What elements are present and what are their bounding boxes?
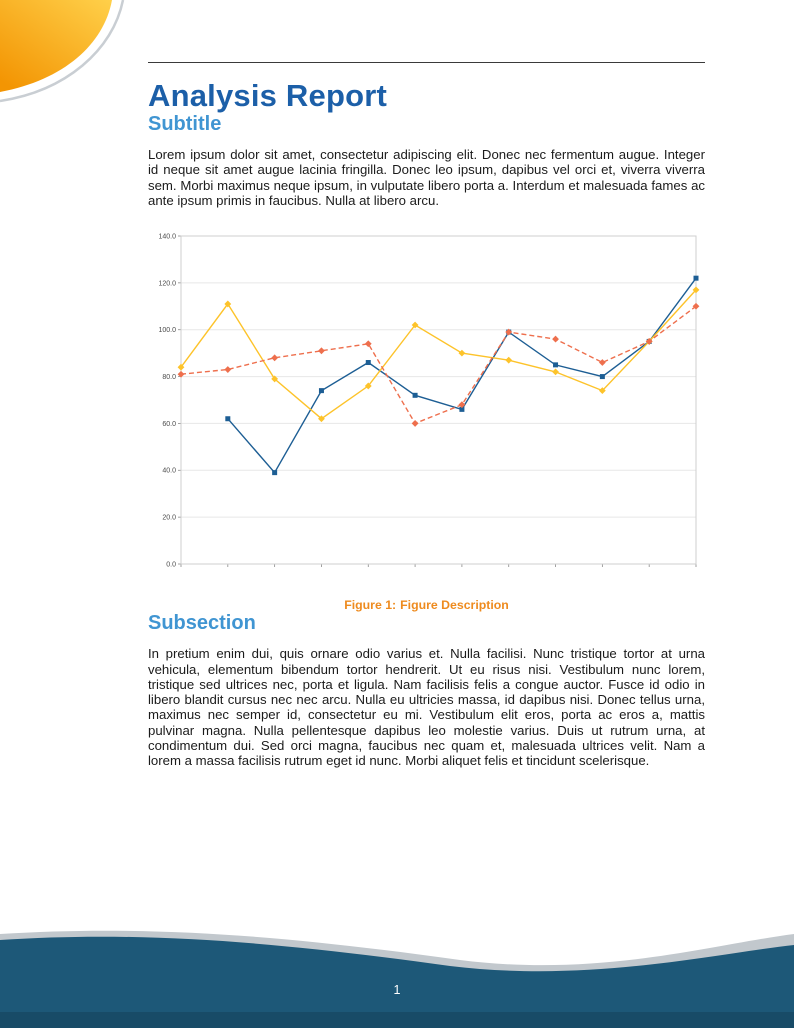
data-marker-orange bbox=[458, 401, 466, 409]
data-marker-orange bbox=[271, 354, 279, 362]
footer-bottom-band bbox=[0, 1012, 794, 1028]
data-marker-blue bbox=[365, 360, 371, 366]
data-marker-blue bbox=[693, 275, 699, 281]
data-marker-orange bbox=[552, 335, 559, 343]
y-tick-label: 140.0 bbox=[158, 234, 176, 241]
data-marker-blue bbox=[225, 416, 231, 422]
figure-caption-label: Figure 1: bbox=[344, 598, 397, 613]
data-marker-orange bbox=[224, 366, 232, 374]
y-tick-label: 20.0 bbox=[162, 515, 176, 522]
header-rule bbox=[148, 62, 705, 63]
data-marker-orange bbox=[364, 340, 372, 348]
subsection-paragraph: In pretium enim dui, quis ornare odio va… bbox=[148, 646, 705, 769]
plot-border bbox=[180, 235, 697, 565]
data-marker-yellow bbox=[224, 300, 232, 308]
page-content: Analysis Report Subtitle Lorem ipsum dol… bbox=[148, 0, 705, 769]
series-line-yellow bbox=[180, 289, 697, 420]
data-marker-orange bbox=[177, 371, 185, 378]
y-tick-label: 100.0 bbox=[158, 327, 176, 334]
figure-block: 0.0 20.0 40.0 60.0 80.0 100.0 120.0 140.0 Figur… bbox=[148, 224, 705, 612]
intro-paragraph: Lorem ipsum dolor sit amet, consectetur … bbox=[148, 147, 705, 208]
footer-wave-graphic bbox=[0, 930, 794, 1028]
y-tick-label: 120.0 bbox=[158, 281, 176, 288]
data-marker-yellow bbox=[552, 368, 559, 376]
y-tick-label: 60.0 bbox=[162, 421, 176, 428]
data-marker-blue bbox=[553, 362, 559, 368]
subsection-heading: Subsection bbox=[148, 612, 256, 635]
data-marker-yellow bbox=[271, 375, 279, 383]
corner-arc-line bbox=[0, 0, 125, 103]
figure-chart: 0.0 20.0 40.0 60.0 80.0 100.0 120.0 140.0 bbox=[158, 234, 700, 569]
plot-background bbox=[181, 236, 696, 565]
data-marker-yellow bbox=[458, 350, 466, 357]
data-marker-yellow bbox=[598, 387, 606, 395]
series-line-orange bbox=[180, 306, 697, 425]
data-marker-blue bbox=[459, 407, 465, 413]
corner-decoration-icon bbox=[0, 0, 125, 103]
y-tick-label: 80.0 bbox=[162, 374, 176, 381]
page-title: Analysis Report bbox=[148, 78, 388, 113]
data-marker-orange bbox=[692, 303, 700, 310]
figure-caption-text: Figure Description bbox=[400, 598, 509, 613]
data-marker-yellow bbox=[318, 415, 325, 423]
page-footer: 1 bbox=[0, 928, 794, 1028]
corner-swoosh-shape bbox=[0, 0, 112, 92]
data-marker-yellow bbox=[177, 364, 185, 371]
y-tick-label: 40.0 bbox=[162, 468, 176, 475]
page-number: 1 bbox=[393, 983, 401, 997]
y-tick-label: 0.0 bbox=[166, 562, 176, 569]
footer-wave-blue bbox=[0, 936, 794, 1028]
data-marker-yellow bbox=[364, 382, 372, 390]
data-marker-yellow bbox=[692, 286, 700, 294]
data-marker-yellow bbox=[505, 357, 513, 364]
figure-caption: Figure 1: Figure Description bbox=[148, 598, 705, 612]
data-marker-orange bbox=[411, 420, 419, 428]
subtitle-heading: Subtitle bbox=[148, 113, 222, 136]
data-marker-yellow bbox=[411, 321, 419, 329]
data-marker-blue bbox=[318, 388, 324, 394]
data-marker-blue bbox=[272, 470, 278, 476]
data-marker-blue bbox=[599, 374, 605, 380]
data-marker-orange bbox=[598, 359, 606, 367]
data-marker-orange bbox=[318, 347, 325, 355]
data-marker-orange bbox=[505, 328, 513, 336]
data-marker-blue bbox=[412, 393, 418, 399]
